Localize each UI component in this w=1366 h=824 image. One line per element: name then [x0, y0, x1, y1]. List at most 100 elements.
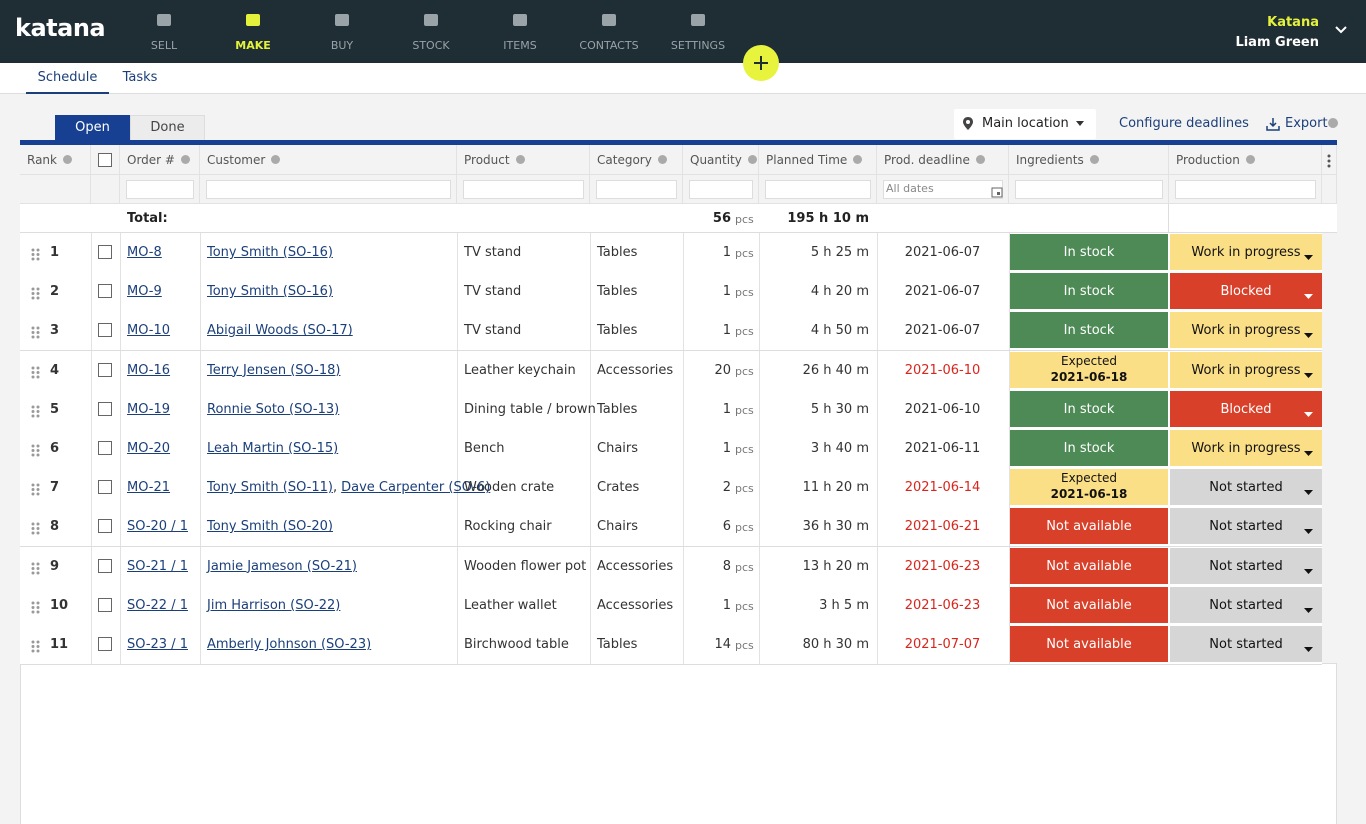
filter-input[interactable] [206, 180, 451, 199]
logo[interactable]: katana [15, 14, 106, 42]
ingredients-status[interactable]: In stock [1010, 390, 1168, 427]
nav-item[interactable]: MAKE [209, 0, 297, 63]
nav-item[interactable]: ITEMS [476, 0, 564, 63]
configure-deadlines[interactable]: Configure deadlines [1119, 116, 1249, 131]
col-divider [683, 507, 684, 547]
production-status[interactable]: Work in progress [1170, 351, 1322, 388]
col-divider [759, 507, 760, 547]
order-link[interactable]: MO-10 [127, 323, 171, 339]
production-status[interactable]: Blocked [1170, 390, 1322, 427]
col-divider [877, 350, 878, 390]
add-button[interactable] [742, 44, 780, 82]
row-checkbox[interactable] [98, 441, 112, 455]
header-checkbox[interactable] [98, 153, 112, 167]
date-filter[interactable]: All dates [886, 182, 934, 195]
open-tab[interactable]: Open [55, 115, 130, 141]
order-link[interactable]: MO-21 [127, 480, 171, 496]
order-link[interactable]: SO-20 / 1 [127, 519, 188, 535]
filter-input[interactable] [463, 180, 584, 199]
filter-input[interactable] [1015, 180, 1163, 199]
order-link[interactable]: MO-9 [127, 284, 162, 300]
ingredients-status[interactable]: In stock [1010, 312, 1168, 349]
tab-tasks[interactable]: Tasks [122, 70, 158, 85]
column-header[interactable]: Planned Time [766, 153, 863, 167]
filter-input[interactable] [596, 180, 677, 199]
customer-link[interactable]: Dave Carpenter (SO-6) [341, 480, 491, 496]
nav-item[interactable]: SELL [120, 0, 208, 63]
row-checkbox[interactable] [98, 401, 112, 416]
ingredients-status[interactable]: Expected 2021-06-18 [1010, 469, 1168, 506]
done-tab[interactable]: Done [130, 115, 205, 141]
order-link[interactable]: SO-21 / 1 [127, 558, 188, 574]
col-divider [1009, 311, 1010, 351]
customer-link[interactable]: Jamie Jameson (SO-21) [207, 558, 357, 574]
order-link[interactable]: MO-16 [127, 362, 171, 378]
row-checkbox[interactable] [98, 558, 112, 573]
ingredients-status[interactable]: In stock [1010, 234, 1168, 270]
row-checkbox[interactable] [98, 362, 112, 377]
order-link[interactable]: MO-8 [127, 245, 162, 260]
customer-link[interactable]: Abigail Woods (SO-17) [207, 323, 353, 339]
production-status[interactable]: Work in progress [1170, 234, 1322, 270]
ingredients-status[interactable]: Not available [1010, 626, 1168, 662]
column-header[interactable]: Order # [127, 153, 190, 167]
column-header[interactable]: Ingredients [1016, 153, 1099, 167]
customer-link[interactable]: Terry Jensen (SO-18) [207, 362, 341, 378]
row-checkbox[interactable] [98, 323, 112, 338]
column-header[interactable]: Production [1176, 153, 1255, 167]
ingredients-status[interactable]: In stock [1010, 430, 1168, 466]
user-menu-caret[interactable] [1334, 25, 1348, 35]
customer-link[interactable]: Tony Smith (SO-16) [207, 284, 333, 300]
column-header[interactable]: Category [597, 153, 667, 167]
export[interactable]: Export [1285, 116, 1328, 131]
nav-item[interactable]: BUY [298, 0, 386, 63]
user-name[interactable]: Liam Green [1235, 35, 1319, 50]
nav-item[interactable]: SETTINGS [654, 0, 742, 63]
customer-link[interactable]: Amberly Johnson (SO-23) [207, 637, 372, 652]
order-link[interactable]: SO-22 / 1 [127, 597, 188, 613]
row-checkbox[interactable] [98, 480, 112, 495]
ingredients-status[interactable]: Not available [1010, 547, 1168, 584]
production-status[interactable]: Not started [1170, 547, 1322, 584]
customer-link[interactable]: Tony Smith (SO-11) [207, 480, 333, 496]
row-checkbox[interactable] [98, 637, 112, 651]
production-status[interactable]: Work in progress [1170, 312, 1322, 349]
order-link[interactable]: MO-19 [127, 401, 171, 417]
column-header[interactable]: Quantity [690, 153, 757, 167]
ingredients-status[interactable]: Expected 2021-06-18 [1010, 351, 1168, 388]
filter-input[interactable] [689, 180, 753, 199]
row-checkbox[interactable] [98, 245, 112, 259]
production-status[interactable]: Not started [1170, 469, 1322, 506]
customer-link[interactable]: Tony Smith (SO-16) [207, 245, 333, 260]
production-status[interactable]: Not started [1170, 586, 1322, 623]
production-status[interactable]: Blocked [1170, 273, 1322, 310]
column-header[interactable]: Customer [207, 153, 281, 167]
filter-input[interactable] [1175, 180, 1316, 199]
customer-link[interactable]: Leah Martin (SO-15) [207, 441, 339, 456]
column-header[interactable]: Rank [27, 153, 72, 167]
nav-item[interactable]: CONTACTS [565, 0, 653, 63]
customer-link[interactable]: Jim Harrison (SO-22) [207, 597, 341, 613]
column-header[interactable]: Product [464, 153, 525, 167]
nav-item[interactable]: STOCK [387, 0, 475, 63]
order-link[interactable]: MO-20 [127, 441, 171, 456]
row-checkbox[interactable] [98, 284, 112, 299]
ingredients-status[interactable]: In stock [1010, 273, 1168, 310]
production-status[interactable]: Not started [1170, 508, 1322, 545]
ingredients-status[interactable]: Not available [1010, 586, 1168, 623]
column-header[interactable]: Prod. deadline [884, 153, 985, 167]
tab-schedule[interactable]: Schedule [26, 63, 109, 94]
filter-input[interactable] [126, 180, 194, 199]
filter-input[interactable] [765, 180, 871, 199]
row-checkbox[interactable] [98, 519, 112, 534]
category: Chairs [597, 519, 639, 535]
customer-link[interactable]: Tony Smith (SO-20) [207, 519, 333, 535]
production-status[interactable]: Work in progress [1170, 430, 1322, 466]
location-select[interactable]: Main location [954, 109, 1096, 139]
production-status[interactable]: Not started [1170, 626, 1322, 662]
order-link[interactable]: SO-23 / 1 [127, 637, 188, 652]
customer-link[interactable]: Ronnie Soto (SO-13) [207, 401, 340, 417]
ingredients-status[interactable]: Not available [1010, 508, 1168, 545]
col-divider [200, 507, 201, 547]
row-checkbox[interactable] [98, 597, 112, 612]
